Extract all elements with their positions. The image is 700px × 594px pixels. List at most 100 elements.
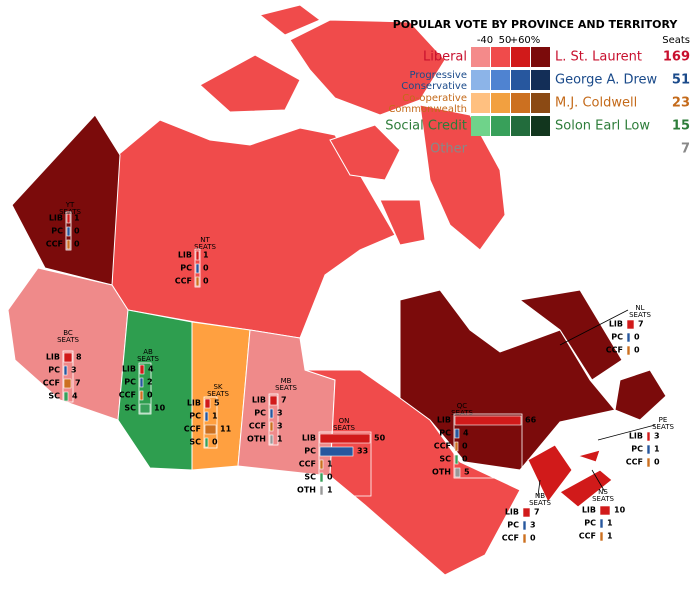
seat-bar: [66, 239, 71, 250]
swatch: [471, 93, 490, 113]
seat-bar: [63, 378, 72, 389]
row-seats: 8: [76, 353, 82, 362]
leader: L. St. Laurent: [555, 50, 642, 65]
scale-label: +60%: [510, 35, 541, 46]
island: [379, 199, 426, 246]
row-seats: 1: [654, 445, 660, 454]
leaders: [537, 309, 656, 497]
row-party: CCF: [119, 391, 136, 400]
row-seats: 7: [534, 508, 540, 517]
party-seats: 7: [681, 142, 690, 157]
scale-label: 50: [499, 35, 512, 46]
row-party: CCF: [46, 240, 63, 249]
seat-bar: [204, 411, 209, 422]
row-party: CCF: [434, 442, 451, 451]
row-party: SC: [189, 438, 201, 447]
seat-box: [453, 413, 523, 479]
row-seats: 1: [327, 460, 333, 469]
row-party: LIB: [629, 432, 643, 441]
seat-bar: [139, 377, 144, 388]
seat-bar: [319, 433, 371, 444]
seat-box: [318, 431, 372, 497]
row-seats: 50: [374, 434, 386, 443]
seat-bar: [522, 507, 531, 518]
province-code: NT: [200, 236, 210, 244]
row-seats: 5: [214, 399, 220, 408]
seat-box: [194, 248, 201, 288]
row-party: CCF: [502, 534, 519, 543]
province-code: NS: [598, 488, 608, 496]
seat-box: [65, 211, 72, 251]
row-seats: 0: [74, 227, 80, 236]
seat-bar: [269, 395, 278, 406]
seat-bar: [139, 364, 145, 375]
row-party: LIB: [49, 214, 63, 223]
swatch: [471, 47, 490, 67]
swatch: [511, 93, 530, 113]
seat-bar: [204, 437, 209, 448]
seats-label: SEATS: [451, 409, 473, 417]
seat-bar: [599, 531, 604, 542]
seats-label: SEATS: [207, 390, 229, 398]
legend-title: POPULAR VOTE BY PROVINCE AND TERRITORY: [393, 18, 679, 31]
row-seats: 0: [654, 458, 660, 467]
pe: [576, 449, 601, 463]
seats-label: SEATS: [592, 495, 614, 503]
row-seats: 1: [277, 435, 283, 444]
seat-box: [645, 429, 652, 469]
leader-line: [591, 469, 606, 493]
row-party: PC: [507, 521, 519, 530]
seats-label: SEATS: [529, 499, 551, 507]
row-party: CCF: [606, 346, 623, 355]
province-code: YT: [65, 201, 75, 209]
seat-bar: [646, 431, 651, 442]
ab: [117, 309, 193, 471]
seats-label: SEATS: [194, 243, 216, 251]
seat-bar: [139, 390, 144, 401]
swatch: [471, 116, 490, 136]
row-seats: 4: [72, 392, 78, 401]
row-party: LIB: [187, 399, 201, 408]
row-seats: 0: [634, 333, 640, 342]
swatch: [511, 70, 530, 90]
row-party: PC: [631, 445, 643, 454]
row-seats: 10: [614, 506, 626, 515]
seats-label: SEATS: [275, 384, 297, 392]
row-party: PC: [611, 333, 623, 342]
row-seats: 4: [148, 365, 154, 374]
row-seats: 5: [464, 468, 470, 477]
province-code: PE: [659, 416, 668, 424]
row-party: PC: [48, 366, 60, 375]
seats-label: SEATS: [652, 423, 674, 431]
row-seats: 10: [154, 404, 166, 413]
row-party: OTH: [432, 468, 451, 477]
row-party: PC: [124, 378, 136, 387]
seat-bar: [319, 472, 324, 483]
row-party: OTH: [247, 435, 266, 444]
row-party: CCF: [175, 277, 192, 286]
seat-bar: [204, 424, 217, 435]
party-name: Other: [430, 142, 468, 157]
seats-label: SEATS: [57, 336, 79, 344]
row-party: SC: [439, 455, 451, 464]
province-code: BC: [63, 329, 73, 337]
row-seats: 7: [281, 396, 287, 405]
nl-island: [614, 369, 667, 421]
leader: George A. Drew: [555, 73, 658, 88]
row-seats: 7: [638, 320, 644, 329]
province-code: QC: [457, 402, 468, 410]
seat-bar: [319, 485, 324, 496]
swatch: [511, 47, 530, 67]
seat-bar: [66, 226, 71, 237]
party-seats: 51: [672, 73, 690, 88]
nl: [518, 289, 623, 381]
seat-box: [521, 505, 532, 545]
seat-bar: [599, 518, 604, 529]
seat-bar: [454, 415, 522, 426]
row-party: PC: [439, 429, 451, 438]
seat-bar: [319, 446, 354, 457]
swatch: [491, 93, 510, 113]
province-code: ON: [339, 417, 350, 425]
row-party: PC: [584, 519, 596, 528]
